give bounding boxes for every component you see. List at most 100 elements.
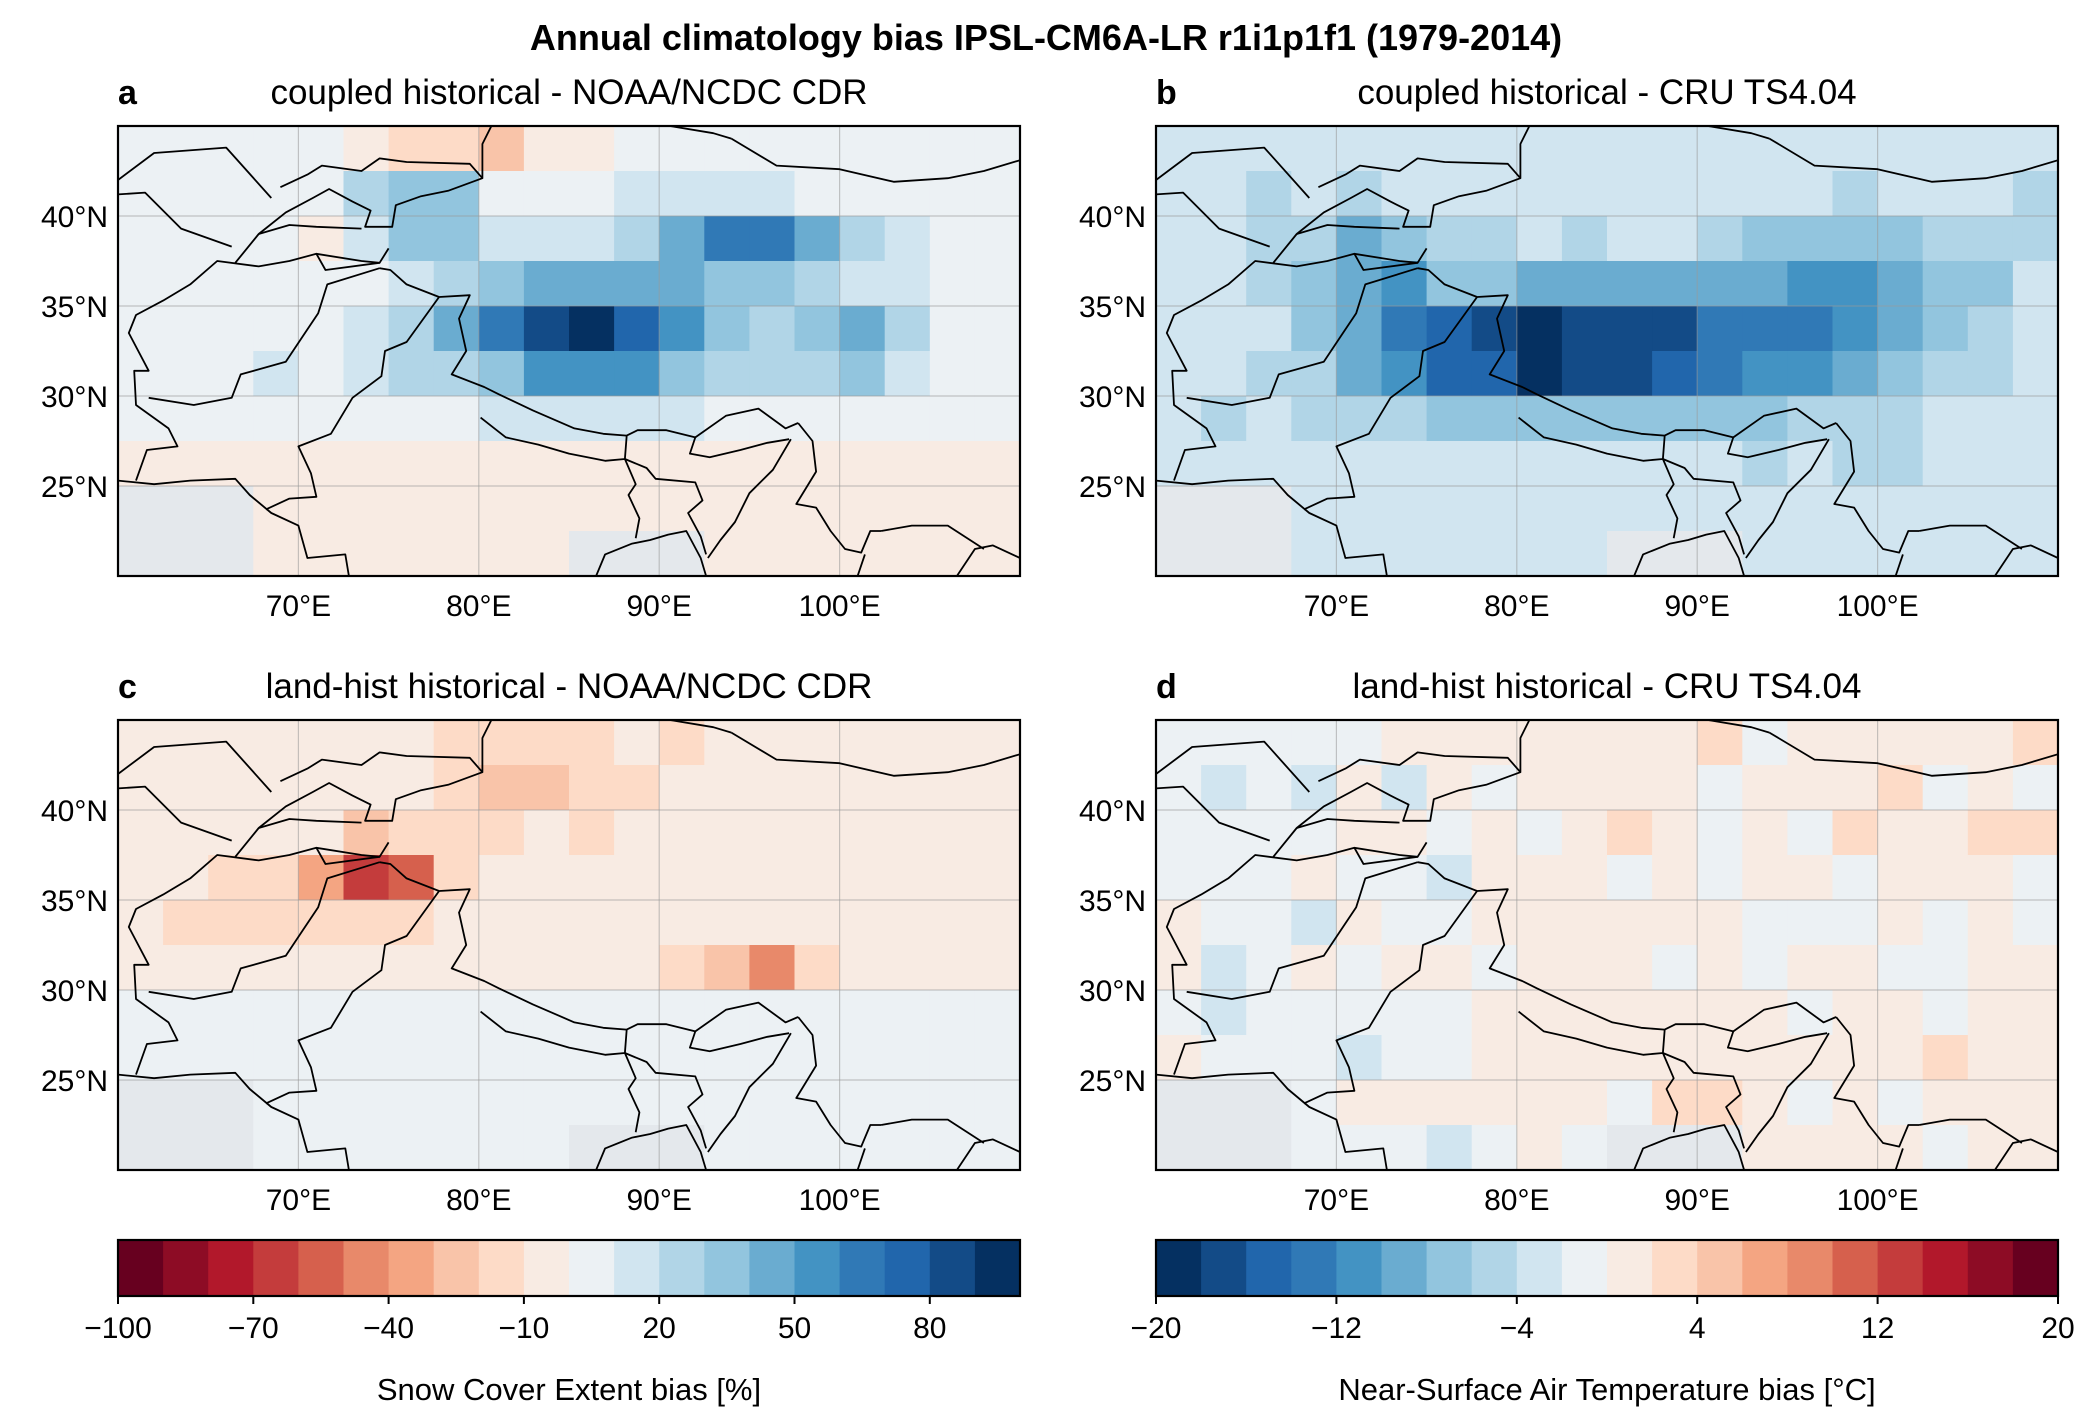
heatmap-cell (1922, 531, 1969, 576)
panel-b-letter: b (1156, 74, 1177, 112)
heatmap-cell (2012, 1035, 2058, 1081)
heatmap-cell (1877, 351, 1924, 397)
heatmap-cell (884, 855, 931, 901)
lon-tick-label: 90°E (627, 590, 692, 623)
country-border (1156, 740, 1310, 793)
heatmap-cell (884, 1035, 931, 1081)
panel-b-title: coupled historical - CRU TS4.04 (1357, 73, 1856, 112)
heatmap-cell (1922, 396, 1969, 442)
heatmap-cell (1156, 855, 1202, 901)
heatmap-cell (1697, 855, 1743, 901)
heatmap-cell (749, 486, 796, 532)
heatmap-cell (523, 306, 570, 352)
heatmap-cell (253, 306, 299, 352)
heatmap-cell (1607, 900, 1653, 946)
heatmap-cell (1381, 1125, 1428, 1170)
heatmap-cell (1201, 900, 1247, 946)
heatmap-cell (478, 531, 525, 576)
heatmap-cell (2012, 306, 2058, 352)
country-border (1662, 1052, 1679, 1133)
heatmap-cell (1877, 126, 1924, 172)
colorbar-segment (884, 1240, 931, 1296)
country-border (1186, 861, 1418, 1000)
heatmap-cell (974, 945, 1020, 991)
heatmap-cell (1426, 441, 1473, 487)
heatmap-cell (704, 261, 750, 307)
heatmap-cell (929, 531, 976, 576)
heatmap-cell (2012, 351, 2058, 397)
heatmap-cell (523, 396, 570, 442)
heatmap-cell (929, 855, 976, 901)
country-border (265, 890, 440, 1105)
heatmap-cell (1652, 855, 1698, 901)
heatmap-cell (794, 765, 841, 811)
heatmap-cell (523, 990, 570, 1036)
heatmap-cell (1652, 216, 1698, 262)
heatmap-cell (929, 216, 976, 262)
heatmap-cell (1201, 441, 1247, 487)
heatmap-cell (343, 441, 390, 487)
heatmap-cell (1516, 351, 1563, 397)
heatmap-cell (614, 126, 660, 172)
heatmap-cell (1426, 531, 1473, 576)
heatmap-cell (1561, 126, 1608, 172)
heatmap-cell (1201, 765, 1247, 811)
heatmap-cell (1471, 261, 1518, 307)
heatmap-cell (1426, 1125, 1473, 1170)
heatmap-cell (1967, 990, 2014, 1036)
heatmap-cell (794, 261, 841, 307)
heatmap-cell (1426, 261, 1473, 307)
heatmap-cell (1787, 171, 1834, 217)
heatmap-cell (1246, 855, 1292, 901)
heatmap-cell (1291, 126, 1337, 172)
heatmap-cell (1561, 306, 1608, 352)
country-border (258, 224, 362, 235)
heatmap-cell (1426, 990, 1473, 1036)
map-frame-c (116, 718, 1022, 1172)
heatmap-cell (1336, 1080, 1383, 1126)
colorbar-segment (208, 1240, 254, 1296)
country-border (258, 818, 362, 829)
map-frame-b (1154, 124, 2060, 578)
country-border (1318, 157, 1522, 189)
heatmap-cell (1652, 351, 1698, 397)
heatmap-cell (1787, 855, 1834, 901)
country-border (1477, 888, 1837, 1033)
heatmap-cell (1201, 216, 1247, 262)
heatmap-cell (1607, 1035, 1653, 1081)
heatmap-cell (749, 261, 796, 307)
country-border (1745, 438, 1830, 559)
country-border (707, 1032, 792, 1153)
heatmap-cell (388, 531, 435, 576)
heatmap-cell (839, 1080, 886, 1126)
heatmap-cell (1832, 396, 1879, 442)
country-border (1768, 731, 2058, 777)
heatmap-cell (929, 1125, 976, 1170)
heatmap-cell (1922, 1035, 1969, 1081)
heatmap-cell (1922, 261, 1969, 307)
lon-tick-label: 70°E (266, 1184, 331, 1217)
colorbar-segment (1877, 1240, 1924, 1296)
heatmap-cell (749, 900, 796, 946)
heatmap-cell (1201, 531, 1247, 576)
heatmap-cell (208, 531, 254, 576)
heatmap-cell (118, 126, 164, 172)
heatmap-cell (298, 486, 345, 532)
country-border (280, 157, 484, 189)
heatmap-cell (794, 396, 841, 442)
heatmap-cell (1381, 486, 1428, 532)
heatmap-cell (569, 1080, 615, 1126)
heatmap-cell (118, 1125, 164, 1170)
heatmap-cell (1156, 486, 1202, 532)
heatmap-cell (1381, 171, 1428, 217)
country-border (1417, 861, 1478, 892)
heatmap-cell (1697, 486, 1743, 532)
country-border (118, 146, 272, 199)
lat-tick-label: 35°N (1079, 291, 1146, 324)
heatmap-cell (974, 396, 1020, 442)
heatmap-cell (1697, 351, 1743, 397)
heatmap-cell (659, 720, 705, 766)
heatmap-cell (1922, 945, 1969, 991)
heatmap-cell (1516, 1125, 1563, 1170)
heatmap-cell (569, 945, 615, 991)
